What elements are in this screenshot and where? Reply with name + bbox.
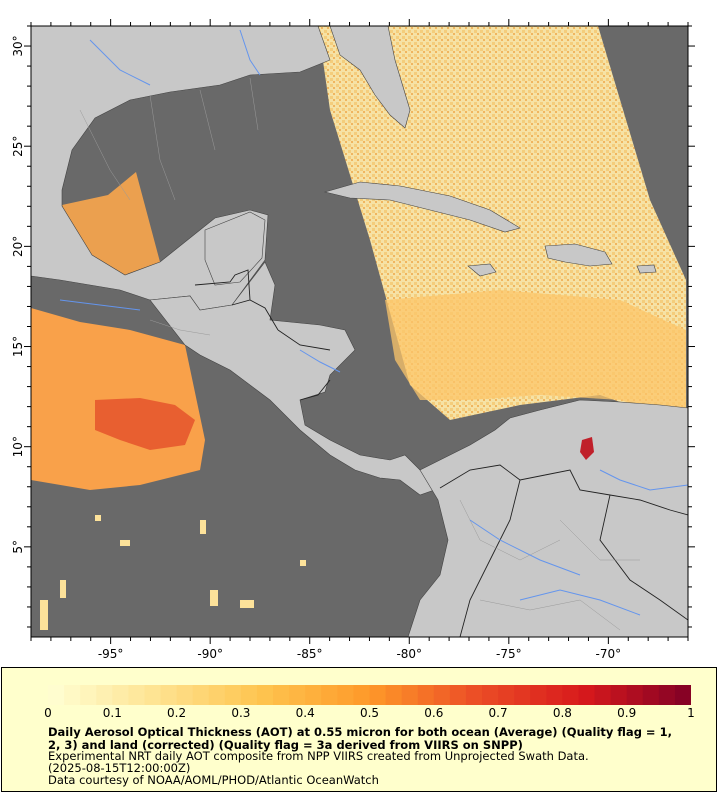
- colorbar-bin: [64, 685, 81, 705]
- colorbar-bin: [562, 685, 580, 705]
- colorbar-bin: [433, 685, 451, 705]
- colorbar-bin: [80, 685, 97, 705]
- colorbar-bin: [353, 685, 371, 705]
- colorbar-bin: [626, 685, 644, 705]
- legend-title: Daily Aerosol Optical Thickness (AOT) at…: [48, 725, 672, 752]
- legend-panel: 0 0.1 0.2 0.3 0.4 0.5 0.6 0.7 0.8 0.9 1 Daily Aero…: [1, 667, 717, 792]
- colorbar-label: 0.4: [295, 706, 315, 720]
- colorbar: [48, 685, 691, 705]
- colorbar-bin: [112, 685, 129, 705]
- colorbar-bin: [289, 685, 306, 705]
- lat-tick-label: 20°: [11, 236, 25, 257]
- aot-high-pacific: [95, 398, 195, 450]
- lon-tick-label: -80°: [396, 647, 422, 661]
- lat-tick-label: 5°: [11, 540, 25, 554]
- colorbar-bin: [498, 685, 515, 705]
- colorbar-bin: [160, 685, 178, 705]
- colorbar-bin: [385, 685, 403, 705]
- colorbar-bin: [256, 685, 274, 705]
- colorbar-bin: [48, 685, 65, 705]
- legend-source-line: Experimental NRT daily AOT composite fro…: [48, 749, 589, 763]
- lon-tick-label: -95°: [98, 647, 124, 661]
- country-borders: [194, 269, 688, 637]
- colorbar-bin: [465, 685, 483, 705]
- aot-scattered-pixels: [40, 515, 306, 630]
- colorbar-label: 0.3: [231, 706, 251, 720]
- colorbar-label: 0.2: [167, 706, 187, 720]
- colorbar-bin: [594, 685, 612, 705]
- colorbar-bin: [449, 685, 467, 705]
- colorbar-label: 0.7: [488, 706, 508, 720]
- colorbar-label: 0: [44, 706, 52, 720]
- colorbar-bin: [578, 685, 596, 705]
- colorbar-label: 0.5: [359, 706, 380, 720]
- colorbar-bin: [674, 685, 691, 705]
- colorbar-bin: [273, 685, 290, 705]
- colorbar-bin: [144, 685, 162, 705]
- land-masses: [31, 26, 688, 637]
- colorbar-bin: [514, 685, 531, 705]
- colorbar-label: 0.9: [617, 706, 637, 720]
- colorbar-bin: [192, 685, 210, 705]
- lat-tick-label: 15°: [11, 336, 25, 357]
- colorbar-label: 0.6: [424, 706, 444, 720]
- lat-tick-label: 10°: [11, 436, 25, 457]
- axis-ticks: -95° -90° -85° -80° -75° -70° 30° 25° 20° 15° 10° 5…: [11, 19, 695, 661]
- aot-map: -95° -90° -85° -80° -75° -70° 30° 25° 20° 15° 10° 5…: [11, 19, 695, 661]
- colorbar-bin: [658, 685, 676, 705]
- colorbar-bin: [128, 685, 146, 705]
- colorbar-bin: [482, 685, 499, 705]
- maracaibo-high-aot: [580, 437, 594, 460]
- colorbar-bin: [610, 685, 628, 705]
- lat-tick-label: 25°: [11, 136, 25, 157]
- colorbar-label: 0.8: [552, 706, 572, 720]
- colorbar-bin: [417, 685, 435, 705]
- aot-swath-east-caribbean: [385, 290, 686, 420]
- lon-tick-label: -75°: [496, 647, 522, 661]
- lon-tick-label: -90°: [197, 647, 223, 661]
- map-frame: [30, 25, 689, 638]
- colorbar-bin: [321, 685, 338, 705]
- lat-tick-label: 30°: [11, 35, 25, 56]
- colorbar-bin: [546, 685, 563, 705]
- colorbar-bin: [240, 685, 258, 705]
- lon-tick-label: -70°: [596, 647, 622, 661]
- legend-date-line: (2025-08-15T12:00:00Z): [48, 761, 191, 775]
- lon-tick-label: -85°: [297, 647, 323, 661]
- colorbar-label: 0.1: [102, 706, 122, 720]
- legend-credit-line: Data courtesy of NOAA/AOML/PHOD/Atlantic…: [48, 773, 379, 787]
- colorbar-bin: [530, 685, 547, 705]
- colorbar-bin: [337, 685, 355, 705]
- colorbar-bin: [401, 685, 419, 705]
- colorbar-bin: [305, 685, 322, 705]
- colorbar-label: 1: [687, 706, 695, 720]
- rivers: [59, 29, 688, 616]
- colorbar-bin: [642, 685, 660, 705]
- colorbar-bin: [224, 685, 242, 705]
- aot-swath-gulf: [62, 172, 160, 275]
- colorbar-bin: [176, 685, 194, 705]
- colorbar-bin: [208, 685, 226, 705]
- colorbar-bin: [96, 685, 113, 705]
- colorbar-bin: [369, 685, 387, 705]
